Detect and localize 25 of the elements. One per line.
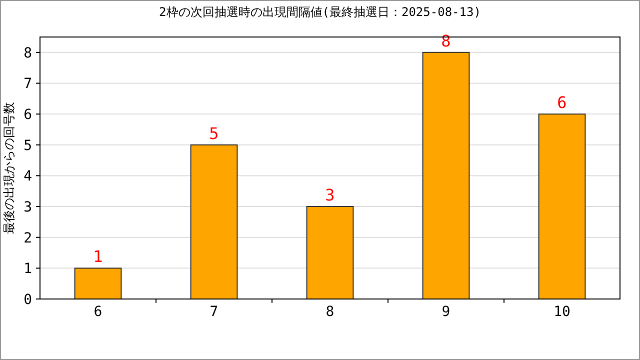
data-label: 3 xyxy=(325,186,335,205)
bar xyxy=(538,114,586,300)
data-label: 5 xyxy=(209,124,219,143)
y-tick-label: 2 xyxy=(24,230,32,246)
y-tick-label: 8 xyxy=(24,45,32,62)
y-tick-label: 7 xyxy=(24,76,32,92)
bar xyxy=(74,268,122,300)
y-tick-label: 3 xyxy=(24,199,32,216)
bar xyxy=(190,144,238,300)
y-tick-label: 4 xyxy=(24,168,32,185)
y-axis-title: 最後の出現からの回号数 xyxy=(2,102,16,234)
bar xyxy=(422,52,470,300)
data-label: 1 xyxy=(93,247,103,266)
chart-title: 2枠の次回抽選時の出現間隔値(最終抽選日：2025-08-13) xyxy=(159,5,481,19)
y-tick-label: 0 xyxy=(24,292,32,308)
y-tick-label: 5 xyxy=(24,138,32,154)
x-tick-label: 10 xyxy=(554,304,570,320)
bar xyxy=(306,206,354,300)
x-tick-label: 7 xyxy=(210,304,218,320)
data-label: 6 xyxy=(557,93,567,112)
x-tick-label: 9 xyxy=(442,304,450,320)
y-tick-label: 6 xyxy=(24,106,32,123)
x-tick-label: 8 xyxy=(326,304,334,320)
x-tick-label: 6 xyxy=(94,304,102,320)
y-tick-label: 1 xyxy=(24,261,32,278)
